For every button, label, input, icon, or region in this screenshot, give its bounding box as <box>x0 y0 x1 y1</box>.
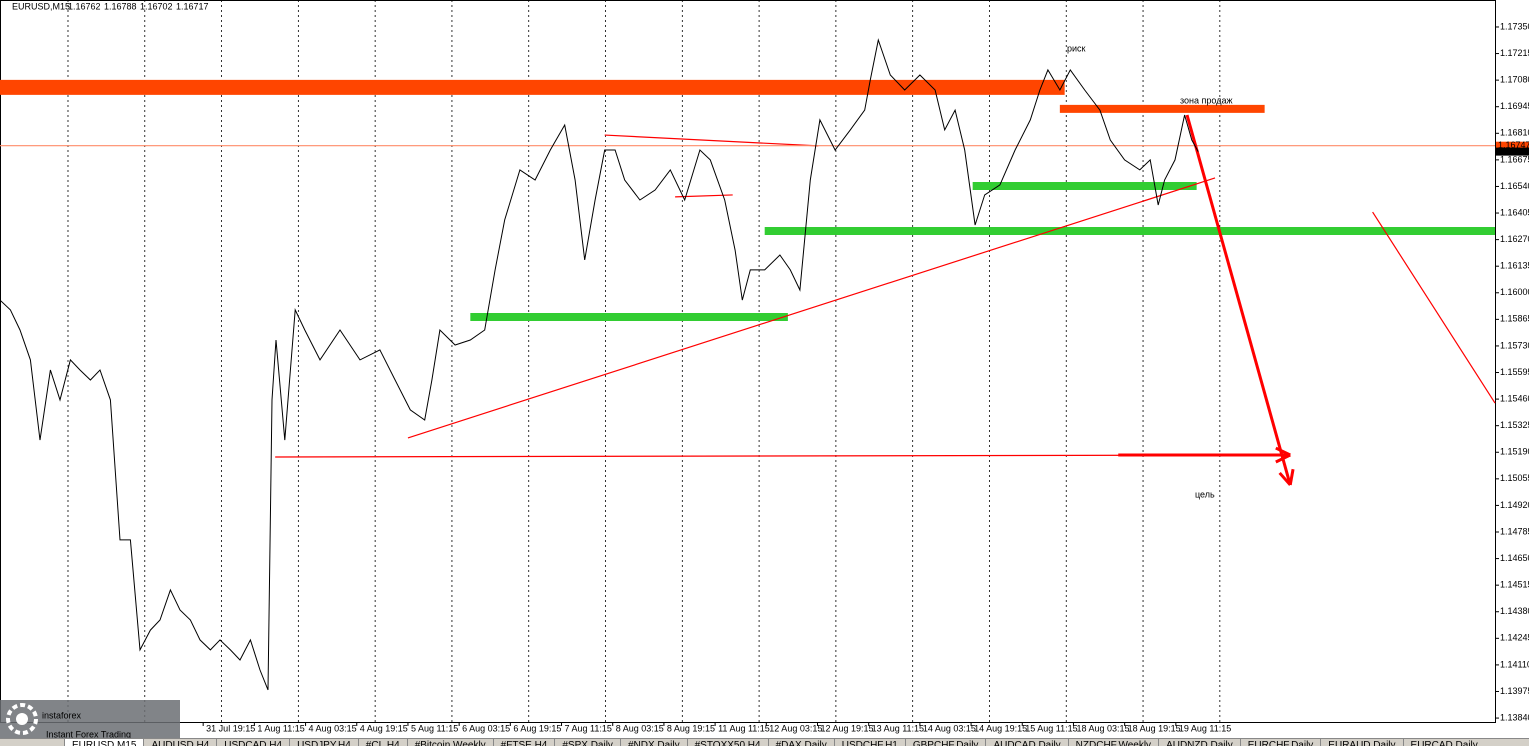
drawing-thin <box>275 454 1280 458</box>
tab[interactable]: #NDX,Daily <box>619 739 687 746</box>
y-tick-label: 1.15190 <box>1500 447 1529 457</box>
tab-bar: EURUSD,M15 AUDUSD,H4 USDCAD,H4 USDJPY,H4 #CL… <box>0 738 1529 746</box>
brand-logo <box>6 703 38 735</box>
y-tick-label: 1.16675 <box>1500 154 1529 164</box>
drawing-arrow <box>1185 114 1292 486</box>
x-tick-label: 18 Aug 03:15 <box>1076 723 1129 733</box>
arrow-head <box>1275 446 1291 457</box>
x-tick-label: 4 Aug 03:15 <box>309 723 357 733</box>
y-tick-label: 1.15055 <box>1500 473 1529 483</box>
tab[interactable]: EURCAD,Daily <box>1402 739 1485 746</box>
y-tick-label: 1.16810 <box>1500 128 1529 138</box>
tab[interactable]: USDJPY,H4 <box>289 739 358 746</box>
x-tick-label: 4 Aug 19:15 <box>360 723 408 733</box>
tab[interactable]: AUDNZD,Daily <box>1158 739 1240 746</box>
x-tick-label: 6 Aug 03:15 <box>462 723 510 733</box>
price-line <box>0 38 1199 691</box>
ohlc-value: 1.16702 <box>140 1 173 11</box>
y-tick-label: 1.17080 <box>1500 75 1529 85</box>
brand-logo-core <box>16 713 28 725</box>
tab[interactable]: EURAUD,Daily <box>1320 739 1402 746</box>
tab[interactable]: GBPCHF,Daily <box>904 739 986 746</box>
annotation: риск <box>1067 43 1086 53</box>
y-tick-label: 1.16270 <box>1500 234 1529 244</box>
tab[interactable]: #Bitcoin,Weekly <box>406 739 493 746</box>
x-tick-label: 12 Aug 03:15 <box>769 723 822 733</box>
y-tick-label: 1.16135 <box>1500 261 1529 271</box>
x-tick-label: 14 Aug 19:15 <box>974 723 1027 733</box>
x-tick-label: 31 Jul 19:15 <box>206 723 255 733</box>
x-tick-label: 5 Aug 11:15 <box>411 723 458 733</box>
symbol: EURUSD,M15 <box>12 1 70 11</box>
y-tick-label: 1.14785 <box>1500 526 1529 536</box>
arrow-head <box>1278 471 1292 486</box>
y-tick-label: 1.14650 <box>1500 553 1529 563</box>
tab[interactable]: NZDCHF,Weekly <box>1067 739 1158 746</box>
tab[interactable]: EURUSD,M15 <box>64 739 144 746</box>
price-tag: 1.16717 <box>1498 146 1529 156</box>
y-tick-label: 1.16405 <box>1500 207 1529 217</box>
tab[interactable]: #DAX,Daily <box>767 739 834 746</box>
brand-name: instaforex <box>42 710 82 720</box>
tab[interactable]: AUDCAD,Daily <box>985 739 1067 746</box>
x-tick-label: 15 Aug 11:15 <box>1025 723 1077 733</box>
y-tick-label: 1.15730 <box>1500 340 1529 350</box>
x-tick-label: 18 Aug 19:15 <box>1128 723 1181 733</box>
x-tick-label: 13 Aug 11:15 <box>872 723 924 733</box>
drawing-thin <box>407 177 1216 439</box>
arrow-head <box>1275 453 1291 464</box>
tab[interactable]: #FTSE,H4 <box>492 739 555 746</box>
y-tick-label: 1.14515 <box>1500 580 1529 590</box>
y-tick-label: 1.16945 <box>1500 101 1529 111</box>
x-tick-label: 8 Aug 19:15 <box>667 723 715 733</box>
y-tick-label: 1.16540 <box>1500 181 1529 191</box>
y-tick-label: 1.15595 <box>1500 367 1529 377</box>
y-tick-label: 1.14245 <box>1500 633 1529 643</box>
x-tick-label: 8 Aug 03:15 <box>616 723 664 733</box>
y-tick-label: 1.14380 <box>1500 606 1529 616</box>
ohlc-value: 1.16717 <box>176 1 209 11</box>
x-tick-label: 6 Aug 19:15 <box>513 723 561 733</box>
y-tick-label: 1.15460 <box>1500 393 1529 403</box>
tab[interactable]: EURCHF,Daily <box>1239 739 1321 746</box>
y-tick-label: 1.13975 <box>1500 686 1529 696</box>
y-tick-label: 1.13840 <box>1500 712 1529 722</box>
y-tick-label: 1.17215 <box>1500 48 1529 58</box>
price-tag-box <box>1496 141 1529 150</box>
tab[interactable]: USDCHF,H1 <box>833 739 905 746</box>
y-tick-label: 1.14920 <box>1500 500 1529 510</box>
y-tick-label: 1.15325 <box>1500 420 1529 430</box>
drawing-thin <box>1372 211 1496 404</box>
price-tag: 1.16747 <box>1498 140 1529 150</box>
drawing-thin <box>604 134 819 147</box>
tab[interactable]: AUDUSD,H4 <box>143 739 216 746</box>
brand-slogan: Instant Forex Trading <box>46 729 131 738</box>
plot-frame <box>0 0 1496 723</box>
ohlc-value: 1.16788 <box>104 1 137 11</box>
x-tick-label: 7 Aug 11:15 <box>565 723 612 733</box>
tab[interactable]: #SPX,Daily <box>554 739 620 746</box>
x-tick-label: 1 Aug 11:15 <box>257 723 304 733</box>
price-tag-box <box>1496 147 1529 156</box>
y-tick-label: 1.16000 <box>1500 287 1529 297</box>
y-tick-label: 1.14110 <box>1500 659 1529 669</box>
ohlc-value: 1.16762 <box>68 1 101 11</box>
tab[interactable]: #CL,H4 <box>357 739 407 746</box>
tab[interactable]: USDCAD,H4 <box>216 739 289 746</box>
annotation: цель <box>1195 489 1215 499</box>
x-tick-label: 11 Aug 11:15 <box>718 723 770 733</box>
x-tick-label: 14 Aug 03:15 <box>923 723 976 733</box>
x-tick-label: 19 Aug 11:15 <box>1179 723 1231 733</box>
arrow-head <box>1288 468 1295 486</box>
annotation: зона продаж <box>1180 95 1232 105</box>
y-tick-label: 1.17350 <box>1500 21 1529 31</box>
x-tick-label: 12 Aug 19:15 <box>820 723 873 733</box>
y-tick-label: 1.15865 <box>1500 314 1529 324</box>
tab[interactable]: #STOXX50,H4 <box>686 739 768 746</box>
